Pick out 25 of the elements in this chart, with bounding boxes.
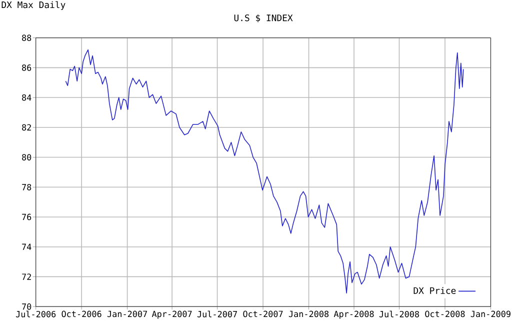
line-series — [65, 49, 464, 294]
y-tick-label: 78 — [22, 184, 32, 190]
x-tick-label: Jan-2009 — [470, 310, 510, 317]
chart-title: U.S $ INDEX — [234, 14, 293, 22]
x-tick-label: Jul-2008 — [379, 310, 420, 318]
y-tick-label: 88 — [22, 34, 32, 41]
x-tick-label: Jan-2008 — [288, 310, 329, 317]
x-tick-label: Oct-2007 — [243, 310, 283, 317]
y-tick-label: 84 — [22, 94, 32, 101]
legend-label: DX Price — [414, 286, 456, 294]
x-tick-label: Jan-2007 — [107, 310, 147, 317]
y-tick-label: 86 — [22, 64, 32, 71]
y-tick-label: 80 — [22, 154, 32, 160]
y-tick-label: 82 — [22, 124, 31, 130]
x-tick-label: Jul-2006 — [16, 310, 56, 318]
x-tick-label: Oct-2008 — [425, 310, 465, 317]
x-tick-label: Apr-2008 — [334, 310, 374, 319]
x-tick-label: Jul-2007 — [197, 310, 237, 318]
x-tick-label: Oct-2006 — [62, 310, 102, 317]
x-tick-label: Apr-2007 — [152, 310, 192, 319]
y-tick-label: 74 — [22, 244, 32, 250]
y-tick-label: 70 — [22, 303, 32, 310]
y-tick-label: 72 — [22, 273, 31, 280]
text: DX Max Daily — [2, 0, 66, 10]
y-tick-label: 76 — [22, 214, 32, 220]
